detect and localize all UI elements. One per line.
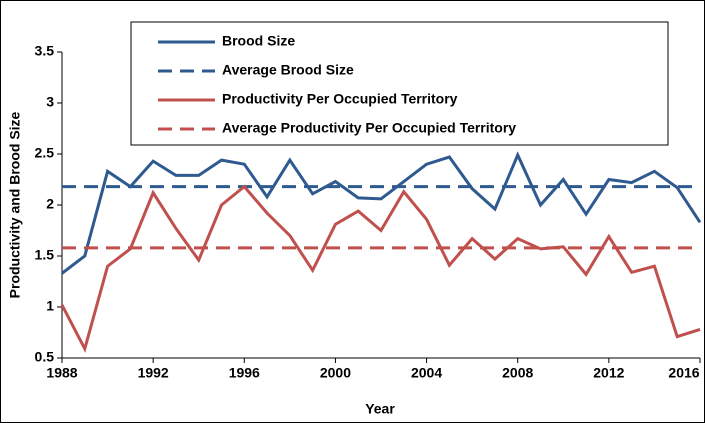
series-line (60, 184, 701, 353)
y-tick-label: 2.5 (35, 145, 55, 161)
x-tick-label: 2012 (593, 365, 624, 381)
x-tick-label: 2008 (502, 365, 533, 381)
y-tick-label: 2 (46, 196, 54, 212)
x-tick-label: 1988 (46, 365, 77, 381)
series-line (61, 151, 702, 275)
y-tick-label: 0.5 (35, 349, 55, 365)
y-tick-label: 3 (46, 94, 54, 110)
x-tick-label: 2000 (320, 365, 351, 381)
y-axis-title: Productivity and Brood Size (7, 111, 23, 298)
y-tick-label: 3.5 (35, 43, 55, 59)
y-tick-label: 1 (46, 298, 54, 314)
legend-label: Productivity Per Occupied Territory (222, 91, 458, 107)
x-tick-label: 1996 (229, 365, 260, 381)
legend-label: Brood Size (222, 33, 295, 49)
x-axis-title: Year (365, 401, 395, 417)
legend-label: Average Productivity Per Occupied Territ… (222, 120, 516, 136)
x-tick-label: 2016 (668, 365, 699, 381)
x-tick-label: 1992 (138, 365, 169, 381)
legend-box (130, 21, 669, 146)
y-tick-label: 1.5 (35, 247, 55, 263)
legend-label: Average Brood Size (222, 62, 354, 78)
x-tick-label: 2004 (411, 365, 442, 381)
